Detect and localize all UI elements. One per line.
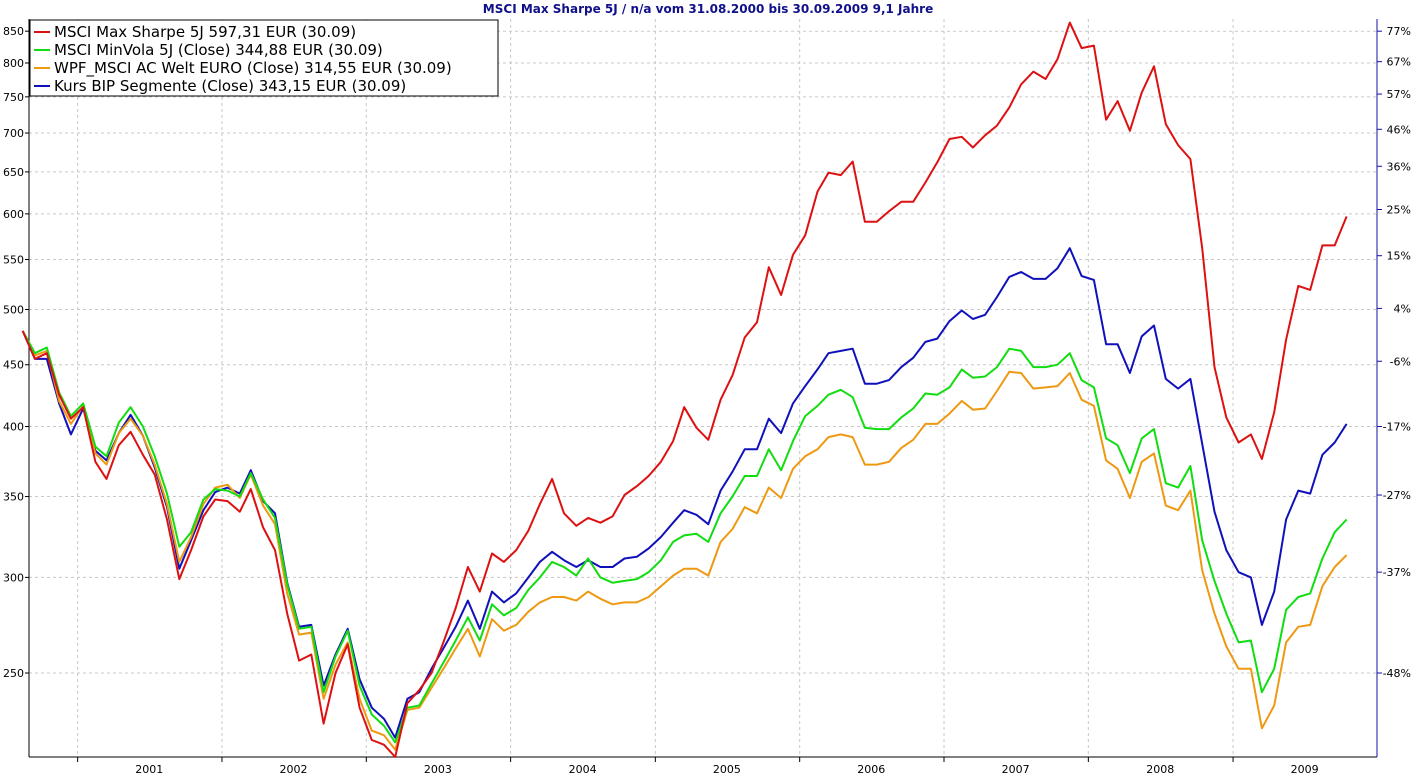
x-tick-label: 2002	[280, 763, 308, 775]
right-tick-label: -27%	[1383, 489, 1411, 502]
y-tick-label: 350	[3, 491, 24, 504]
y-tick-label: 650	[3, 166, 24, 179]
right-tick-label: 36%	[1387, 160, 1411, 173]
series-line-1	[21, 21, 1348, 758]
legend-entry: MSCI Max Sharpe 5J 597,31 EUR (30.09)	[54, 23, 356, 41]
x-tick-label: 2006	[857, 763, 885, 775]
right-tick-label: 57%	[1387, 88, 1411, 101]
legend-entry: Kurs BIP Segmente (Close) 343,15 EUR (30…	[54, 77, 406, 95]
legend-box	[29, 19, 499, 97]
y-tick-label: 300	[3, 571, 24, 584]
x-axis-ticks: 2001 2002 2003 2004 2005 2006 2007 2008 2009	[77, 757, 1319, 775]
axes	[28, 19, 1378, 758]
right-tick-label: 46%	[1387, 123, 1411, 136]
y-tick-label: 450	[3, 359, 24, 372]
right-tick-label: 77%	[1387, 25, 1411, 38]
legend: MSCI Max Sharpe 5J 597,31 EUR (30.09)MSC…	[29, 19, 499, 97]
y-tick-label: 700	[3, 127, 24, 140]
x-tick-label: 2001	[135, 763, 163, 775]
y-tick-label: 600	[3, 208, 24, 221]
x-tick-label: 2005	[713, 763, 741, 775]
left-axis-ticks: 250 300 350 400 450 500 550 600 650 700 750 800 850	[3, 25, 29, 680]
x-tick-label: 2009	[1291, 763, 1319, 775]
right-axis-ticks: 77% 67% 57% 46% 36% 25% 15% 4% -6% -17% -27% -37% -4…	[1377, 25, 1411, 680]
y-tick-label: 800	[3, 57, 24, 70]
legend-entry: MSCI MinVola 5J (Close) 344,88 EUR (30.0…	[54, 41, 383, 59]
y-tick-label: 250	[3, 667, 24, 680]
y-tick-label: 850	[3, 25, 24, 38]
y-tick-label: 500	[3, 303, 24, 316]
y-tick-label: 750	[3, 91, 24, 104]
legend-entry: WPF_MSCI AC Welt EURO (Close) 314,55 EUR…	[54, 59, 452, 78]
right-tick-label: -17%	[1383, 421, 1411, 434]
series-line-2	[21, 330, 1348, 744]
y-tick-label: 550	[3, 253, 24, 266]
series-line-4	[21, 247, 1348, 739]
y-tick-label: 400	[3, 421, 24, 434]
right-tick-label: 15%	[1387, 250, 1411, 263]
x-tick-label: 2008	[1146, 763, 1174, 775]
right-tick-label: 67%	[1387, 56, 1411, 69]
x-tick-label: 2004	[569, 763, 597, 775]
right-tick-label: -48%	[1383, 667, 1411, 680]
right-tick-label: -37%	[1383, 566, 1411, 579]
right-tick-label: 25%	[1387, 204, 1411, 217]
right-tick-label: -6%	[1390, 355, 1411, 368]
x-tick-label: 2007	[1002, 763, 1030, 775]
x-tick-label: 2003	[424, 763, 452, 775]
chart-title: MSCI Max Sharpe 5J / n/a vom 31.08.2000 …	[483, 2, 933, 16]
series-layer	[21, 21, 1348, 758]
right-tick-label: 4%	[1394, 302, 1411, 315]
